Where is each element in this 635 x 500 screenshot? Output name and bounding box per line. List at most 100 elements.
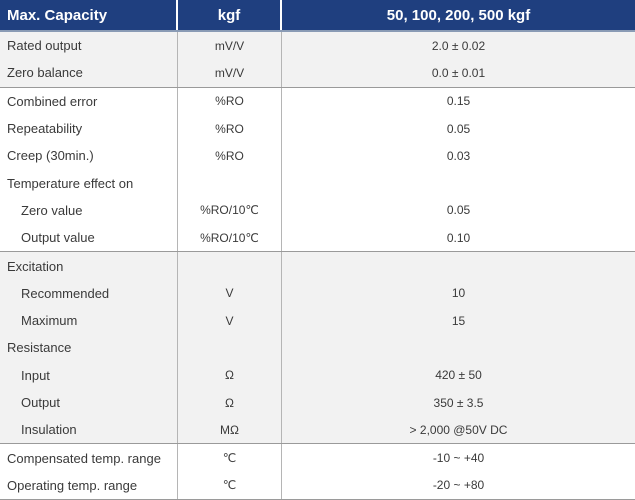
- param-cell: Output value: [0, 224, 178, 252]
- unit-label: %RO: [215, 148, 244, 163]
- value-cell: -20 ~ +80: [282, 472, 635, 499]
- param-label: Insulation: [21, 422, 77, 438]
- value-cell: -10 ~ +40: [282, 444, 635, 471]
- value-label: 350 ± 3.5: [433, 395, 484, 410]
- param-label: Output: [21, 395, 61, 410]
- unit-label: V: [225, 286, 234, 301]
- value-cell: 420 ± 50: [282, 362, 635, 389]
- value-cell: 0.0 ± 0.01: [282, 59, 635, 86]
- unit-label: %RO: [215, 121, 244, 136]
- value-cell: [282, 169, 635, 196]
- unit-cell: %RO/10℃: [178, 196, 282, 225]
- param-label: Zero value: [21, 202, 83, 218]
- row-group: Combined error %RO 0.15 Repeatability %RO 0.0…: [0, 87, 635, 253]
- table-row: Input Ω 420 ± 50: [0, 361, 635, 389]
- value-cell: 0.15: [282, 88, 635, 115]
- table-row: Operating temp. range ℃ -20 ~ +80: [0, 471, 635, 500]
- param-cell: Recommended: [0, 279, 178, 307]
- value-label: 0.10: [446, 230, 471, 245]
- param-cell: Insulation: [0, 416, 178, 444]
- header-capacity: Max. Capacity: [0, 0, 178, 30]
- param-cell: Zero balance: [0, 59, 178, 87]
- param-cell: Temperature effect on: [0, 169, 178, 197]
- unit-label: %RO: [215, 94, 244, 109]
- value-label: 0.05: [446, 121, 471, 136]
- param-cell: Repeatability: [0, 114, 178, 143]
- param-label: Rated output: [7, 38, 82, 54]
- row-group: Compensated temp. range ℃ -10 ~ +40 Operati…: [0, 444, 635, 500]
- value-label: -10 ~ +40: [432, 451, 485, 466]
- value-label: 0.15: [446, 94, 471, 109]
- param-label: Recommended: [21, 285, 110, 301]
- value-label: 0.0 ± 0.01: [431, 65, 486, 80]
- table-row: Output Ω 350 ± 3.5: [0, 388, 635, 417]
- param-label: Temperature effect on: [7, 175, 134, 191]
- param-label: Resistance: [7, 340, 72, 356]
- unit-label: MΩ: [220, 422, 239, 437]
- value-cell: [282, 252, 635, 279]
- unit-label: %RO/10℃: [200, 203, 259, 218]
- table-row: Excitation: [0, 252, 635, 280]
- param-label: Excitation: [7, 258, 64, 274]
- unit-cell: %RO: [178, 114, 282, 143]
- unit-cell: Ω: [178, 388, 282, 417]
- table-row: Recommended V 10: [0, 279, 635, 307]
- param-cell: Output: [0, 388, 178, 417]
- table-row: Insulation MΩ > 2,000 @50V DC: [0, 416, 635, 444]
- value-cell: 0.03: [282, 142, 635, 169]
- value-cell: 0.05: [282, 197, 635, 224]
- param-label: Creep (30min.): [7, 148, 94, 164]
- row-group: Rated output mV/V 2.0 ± 0.02 Zero balance mV…: [0, 32, 635, 88]
- unit-cell: V: [178, 306, 282, 335]
- value-label: > 2,000 @50V DC: [409, 422, 508, 437]
- header-unit: kgf: [178, 0, 282, 30]
- value-cell: 0.05: [282, 115, 635, 142]
- table-row: Combined error %RO 0.15: [0, 87, 635, 115]
- param-cell: Compensated temp. range: [0, 444, 178, 472]
- unit-cell: V: [178, 279, 282, 307]
- param-cell: Operating temp. range: [0, 471, 178, 500]
- table-row: Output value %RO/10℃ 0.10: [0, 224, 635, 252]
- param-label: Input: [21, 367, 50, 383]
- param-label: Maximum: [21, 313, 78, 329]
- unit-label: V: [225, 313, 234, 328]
- value-cell: [282, 334, 635, 361]
- value-label: 15: [451, 313, 466, 328]
- param-cell: Resistance: [0, 334, 178, 362]
- value-label: 10: [451, 286, 466, 301]
- table-body: Rated output mV/V 2.0 ± 0.02 Zero balance mV…: [0, 32, 635, 500]
- value-cell: 0.10: [282, 224, 635, 251]
- param-cell: Rated output: [0, 32, 178, 60]
- value-label: -20 ~ +80: [432, 478, 485, 493]
- param-cell: Combined error: [0, 87, 178, 115]
- table-row: Temperature effect on: [0, 169, 635, 197]
- value-cell: 15: [282, 307, 635, 334]
- table-row: Repeatability %RO 0.05: [0, 114, 635, 143]
- table-header: Max. Capacity kgf 50, 100, 200, 500 kgf: [0, 0, 635, 32]
- unit-label: %RO/10℃: [200, 230, 259, 245]
- table-row: Compensated temp. range ℃ -10 ~ +40: [0, 444, 635, 472]
- unit-cell: %RO: [178, 87, 282, 115]
- value-label: 2.0 ± 0.02: [431, 38, 486, 53]
- param-label: Repeatability: [7, 121, 83, 137]
- value-cell: 2.0 ± 0.02: [282, 32, 635, 59]
- unit-cell: ℃: [178, 444, 282, 472]
- param-label: Zero balance: [7, 65, 83, 81]
- unit-label: Ω: [225, 395, 234, 410]
- row-group: Excitation Recommended V 10 Maximum V 15 Resist…: [0, 252, 635, 445]
- param-label: Compensated temp. range: [7, 450, 161, 466]
- unit-cell: [178, 169, 282, 197]
- unit-cell: ℃: [178, 471, 282, 500]
- unit-cell: [178, 252, 282, 280]
- unit-cell: mV/V: [178, 59, 282, 87]
- table-row: Zero balance mV/V 0.0 ± 0.01: [0, 59, 635, 87]
- param-cell: Input: [0, 361, 178, 389]
- unit-cell: %RO/10℃: [178, 224, 282, 252]
- param-cell: Creep (30min.): [0, 142, 178, 170]
- value-label: 420 ± 50: [435, 368, 482, 383]
- table-row: Rated output mV/V 2.0 ± 0.02: [0, 32, 635, 60]
- unit-label: ℃: [222, 451, 237, 466]
- unit-cell: [178, 334, 282, 362]
- unit-cell: %RO: [178, 142, 282, 170]
